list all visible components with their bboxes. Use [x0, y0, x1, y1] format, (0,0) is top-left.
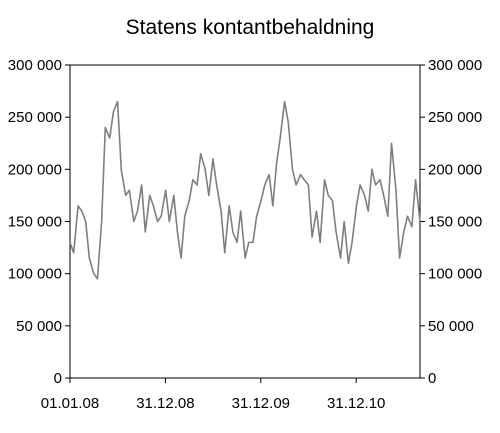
y-tick-label-right: 300 000 — [428, 57, 482, 74]
series-line — [69, 100, 421, 280]
x-tick-label: 31.12.08 — [136, 395, 194, 412]
chart-title: Statens kontantbehaldning — [125, 16, 375, 39]
y-tick-label-right: 50 000 — [428, 318, 474, 335]
tick-group — [65, 64, 425, 383]
y-tick-label-right: 150 000 — [428, 214, 482, 231]
plot-frame — [69, 64, 421, 379]
x-tick-label: 31.12.10 — [327, 395, 385, 412]
x-tick-label: 31.12.09 — [232, 395, 290, 412]
y-tick-label-left: 200 000 — [8, 161, 62, 178]
y-tick-label-left: 250 000 — [8, 109, 62, 126]
y-tick-label-right: 100 000 — [428, 266, 482, 283]
tick-label-group: 0 0 50 000 50 000 100 000 100 000 150 000 150 0… — [8, 57, 482, 412]
y-tick-label-left: 300 000 — [8, 57, 62, 74]
x-tick-label: 01.01.08 — [41, 395, 99, 412]
y-tick-label-left: 150 000 — [8, 214, 62, 231]
y-tick-label-left: 100 000 — [8, 266, 62, 283]
y-tick-label-right: 0 — [428, 370, 436, 387]
y-tick-label-left: 50 000 — [16, 318, 62, 335]
y-tick-label-left: 0 — [54, 370, 62, 387]
y-tick-label-right: 250 000 — [428, 109, 482, 126]
y-tick-label-right: 200 000 — [428, 161, 482, 178]
